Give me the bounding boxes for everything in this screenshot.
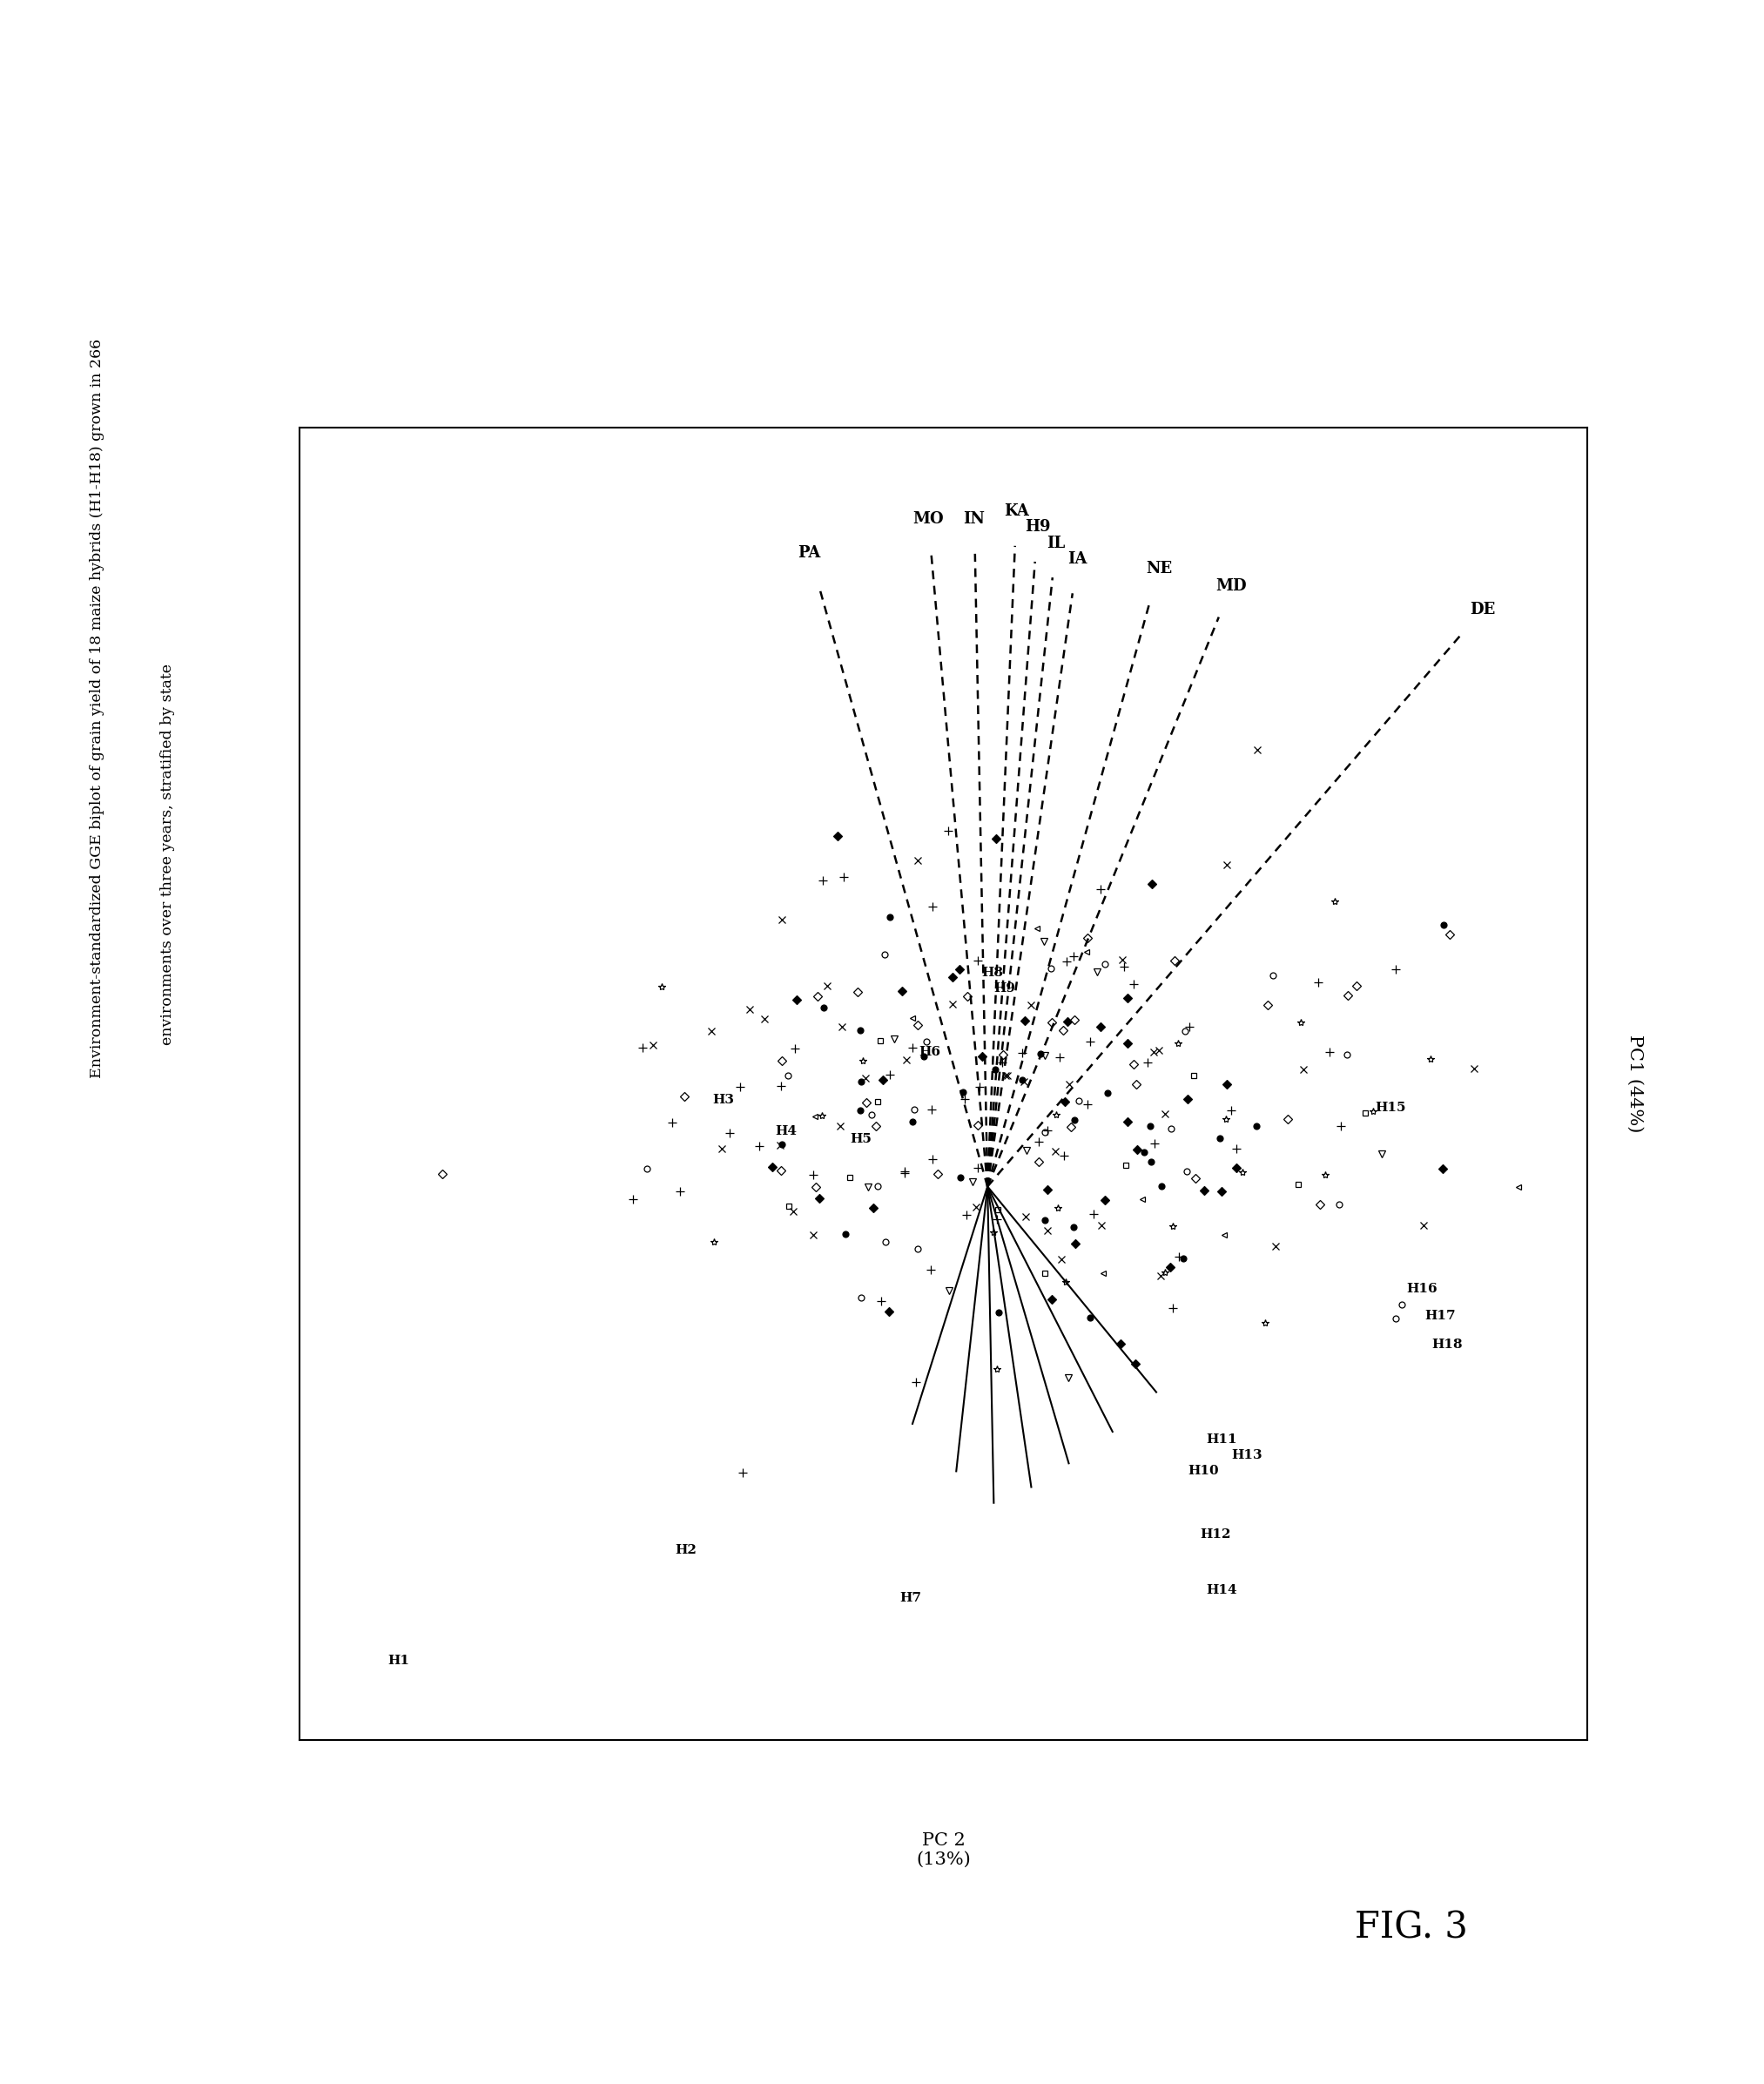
Text: H2: H2 bbox=[676, 1544, 697, 1557]
Text: PA: PA bbox=[797, 544, 820, 561]
Text: IL: IL bbox=[1048, 536, 1065, 550]
Text: H18: H18 bbox=[1431, 1338, 1462, 1350]
Text: H13: H13 bbox=[1231, 1448, 1263, 1461]
Text: MD: MD bbox=[1215, 577, 1247, 594]
Text: H15: H15 bbox=[1376, 1100, 1406, 1113]
Text: H16: H16 bbox=[1406, 1284, 1438, 1296]
Text: Environment-standardized GGE biplot of grain yield of 18 maize hybrids (H1-H18) : Environment-standardized GGE biplot of g… bbox=[90, 340, 104, 1077]
Text: H9: H9 bbox=[1025, 519, 1051, 536]
Text: PC1 (44%): PC1 (44%) bbox=[1626, 1036, 1642, 1132]
Text: IN: IN bbox=[963, 511, 984, 527]
Text: MO: MO bbox=[912, 511, 944, 527]
Text: H6: H6 bbox=[919, 1046, 940, 1059]
Text: H14: H14 bbox=[1207, 1584, 1237, 1596]
Text: H1: H1 bbox=[388, 1655, 409, 1667]
Text: H7: H7 bbox=[900, 1592, 923, 1605]
Text: H3: H3 bbox=[713, 1094, 734, 1107]
Text: H11: H11 bbox=[1207, 1434, 1237, 1446]
Text: H12: H12 bbox=[1200, 1528, 1231, 1540]
Text: H10: H10 bbox=[1187, 1465, 1219, 1478]
Text: H5: H5 bbox=[850, 1134, 871, 1144]
Text: environments over three years, stratified by state: environments over three years, stratifie… bbox=[161, 663, 175, 1046]
Text: KA: KA bbox=[1004, 502, 1028, 519]
Text: H4: H4 bbox=[774, 1125, 797, 1138]
Text: H8: H8 bbox=[981, 967, 1004, 979]
Text: DE: DE bbox=[1469, 602, 1496, 617]
Text: PC 2
(13%): PC 2 (13%) bbox=[917, 1832, 970, 1867]
Text: FIG. 3: FIG. 3 bbox=[1355, 1909, 1468, 1946]
Text: NE: NE bbox=[1147, 561, 1173, 577]
Text: H9: H9 bbox=[993, 984, 1016, 994]
Text: IA: IA bbox=[1067, 552, 1087, 567]
Text: H17: H17 bbox=[1425, 1311, 1455, 1323]
